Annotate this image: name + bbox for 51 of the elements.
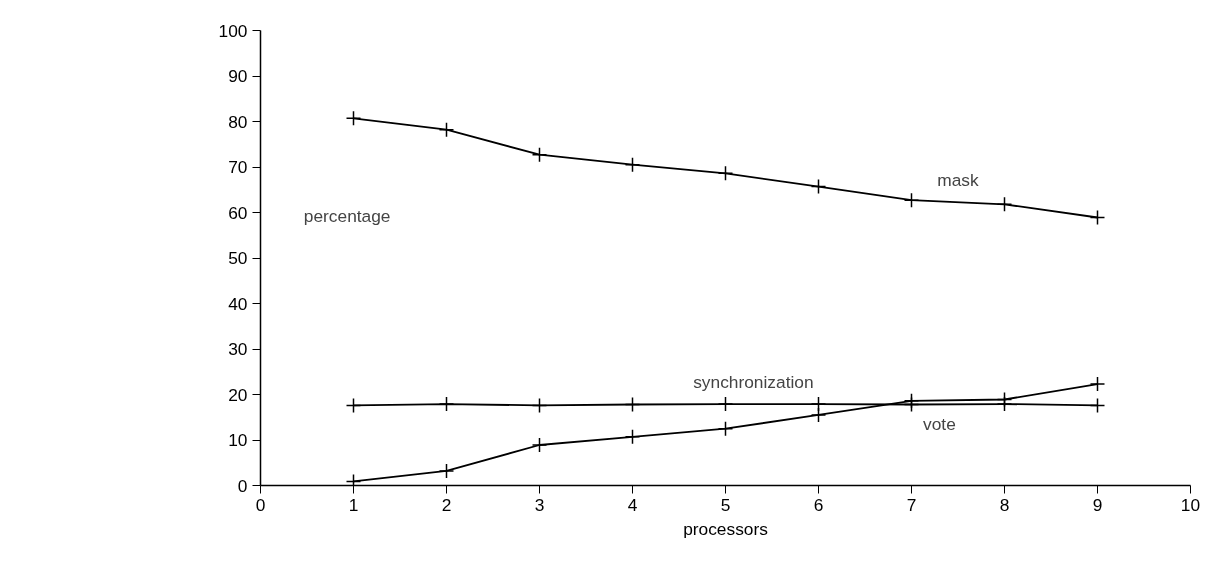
y-tick-label: 60 [228,202,248,223]
x-tick-label: 3 [534,494,545,515]
y-tick-label: 30 [228,339,248,359]
y-tick-label: 70 [228,157,248,177]
point [717,165,734,182]
point [996,196,1013,213]
x-tick-label: 5 [720,494,731,515]
point [531,437,548,453]
y-axis-title: percentage [303,205,391,226]
point [531,397,548,414]
point [810,178,827,195]
point [624,429,641,445]
point [345,110,362,127]
point [1089,209,1106,226]
point [345,473,362,486]
point [438,121,455,138]
x-tick-label: 7 [906,494,917,515]
point [345,397,362,414]
point [1089,376,1106,392]
point [1089,397,1106,414]
x-tick-label: 0 [255,494,266,515]
y-tick-label: 0 [237,475,248,496]
point [438,463,455,479]
point [717,396,734,412]
x-axis-title: processors [683,518,769,539]
x-tick-label: 9 [1092,494,1103,515]
point [810,407,827,423]
series-label: mask [937,170,980,191]
x-tick-label: 2 [441,494,452,515]
point [717,420,734,437]
x-tick-label: 8 [999,494,1010,515]
point [903,393,920,409]
y-tick-label: 20 [228,384,248,405]
point [624,156,641,173]
x-tick-label: 4 [627,494,638,515]
point [531,146,548,163]
y-tick-label: 50 [228,248,248,268]
point [996,391,1013,408]
y-tick-label: 80 [228,111,248,132]
point [903,192,920,208]
series-label: vote [923,414,956,435]
y-tick-label: 90 [228,66,248,86]
series-label: synchronization [693,372,814,393]
point [438,396,455,412]
y-tick-label: 40 [228,293,248,314]
x-tick-label: 10 [1180,494,1201,515]
x-tick-label: 1 [348,494,359,515]
point [624,396,641,413]
x-tick-label: 6 [813,494,824,515]
y-tick-label: 10 [228,430,248,450]
y-tick-label: 100 [218,20,248,41]
